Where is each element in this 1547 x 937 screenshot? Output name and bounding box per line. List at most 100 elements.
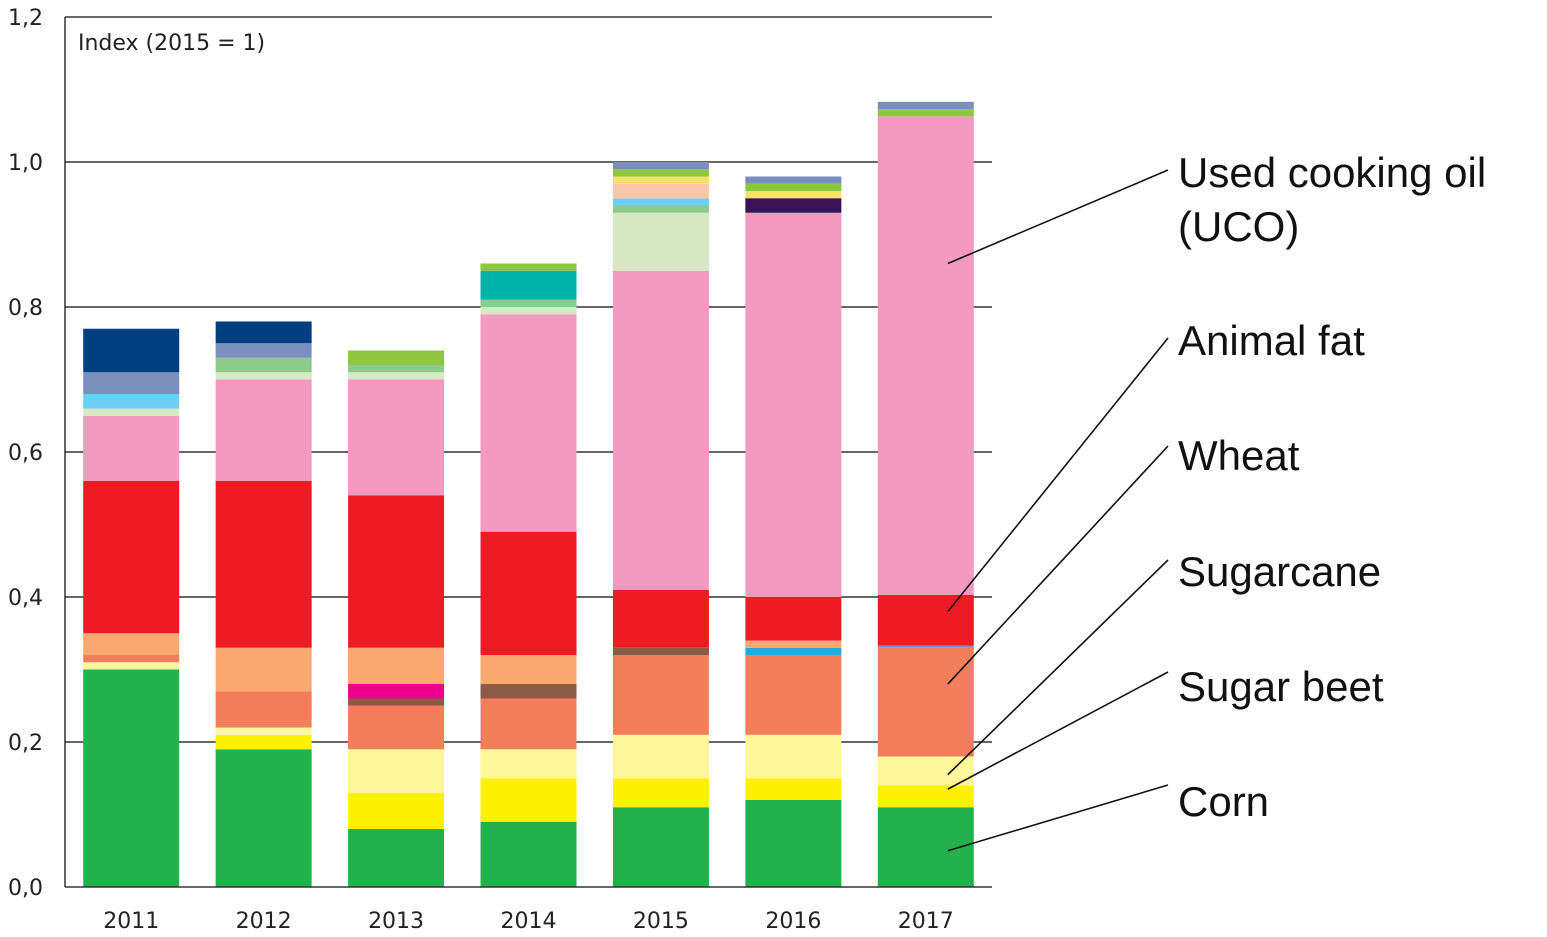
bar-segment-2015-3 [612,655,709,735]
bar-segment-2015-10 [612,270,709,590]
bar-segment-2017-18 [877,109,974,117]
bars [83,101,974,887]
bar-segment-2016-9 [745,597,842,641]
bar-segment-2015-9 [612,589,709,648]
bar-segment-2016-10 [745,212,842,597]
bar-segment-2015-11 [612,212,709,271]
bar-segment-2016-3 [745,655,842,735]
bar-segment-2012-9 [215,481,312,648]
bar-segment-2012-10 [215,379,312,481]
bar-segment-2011-19 [83,372,180,394]
bar-segment-2015-1 [612,778,709,808]
bar-segment-2013-2 [348,749,445,793]
bar-segment-2016-17 [745,191,842,199]
bar-segment-2015-2 [612,734,709,779]
bar-segment-2013-4 [348,698,445,706]
y-tick-label: 0,6 [8,441,43,466]
bar-segment-2015-4 [612,647,709,655]
bar-segment-2011-20 [83,328,180,373]
annotation-leader-line [947,169,1169,265]
bar-segment-2017-8 [877,645,974,648]
bar-segment-2013-12 [348,365,445,373]
bar-segment-2011-9 [83,481,180,634]
bar-segment-2013-1 [348,792,445,829]
bar-segment-2015-19 [612,162,709,170]
bar-segment-2013-11 [348,372,445,380]
bar-segment-2014-2 [480,749,577,779]
bar-segment-2014-11 [480,307,577,315]
bar-segment-2012-0 [215,749,312,887]
bar-segment-2013-18 [348,350,445,365]
bar-segment-2014-4 [480,684,577,699]
bar-segment-2013-7 [348,647,445,684]
bar-segment-2013-5 [348,684,445,699]
bar-segment-2011-11 [83,408,180,416]
bar-segment-2015-18 [612,169,709,177]
x-tick-label: 2013 [368,909,424,934]
bar-segment-2013-10 [348,379,445,496]
bar-segment-2014-10 [480,314,577,532]
index-label: Index (2015 = 1) [78,31,265,56]
bar-segment-2017-3 [877,647,974,757]
bar-segment-2015-17 [612,176,709,184]
bar-segment-2014-12 [480,299,577,307]
bar-segment-2017-10 [877,116,974,595]
bar-segment-2017-1 [877,785,974,808]
bar-segment-2015-14 [612,198,709,206]
y-tick-label: 1,0 [8,151,43,176]
bar-segment-2016-7 [745,640,842,648]
annotation-label: Used cooking oil [1178,149,1486,196]
annotation-leader-line [947,559,1169,776]
annotation-leader-line [947,671,1169,790]
bar-segment-2013-0 [348,829,445,887]
bar-segment-2017-2 [877,756,974,786]
annotation-label: Sugar beet [1178,663,1384,710]
x-tick-label: 2011 [103,909,159,934]
bar-segment-2011-7 [83,633,180,655]
x-tick-label: 2014 [501,909,557,934]
bar-segment-2011-3 [83,655,180,663]
annotation-label: Animal fat [1178,317,1365,364]
bar-segment-2014-7 [480,655,577,684]
bar-segment-2015-0 [612,807,709,887]
bar-segment-2014-0 [480,821,577,887]
y-tick-label: 0,2 [8,731,43,756]
bar-segment-2014-18 [480,263,577,271]
bar-segment-2012-11 [215,372,312,380]
bar-segment-2012-12 [215,357,312,373]
bar-segment-2014-3 [480,698,577,750]
annotation-label: (UCO) [1178,203,1299,250]
bar-segment-2011-0 [83,669,180,887]
bar-segment-2016-19 [745,176,842,184]
bar-segment-2011-2 [83,662,180,670]
bar-segment-2013-3 [348,705,445,750]
bar-segment-2014-9 [480,531,577,655]
annotations: Used cooking oil (UCO) Animal fat Wheat Suga… [947,149,1486,852]
annotation-label: Wheat [1178,432,1300,479]
bar-segment-2012-2 [215,727,312,735]
bar-segment-2012-3 [215,691,312,728]
bar-segment-2016-0 [745,800,842,887]
bar-segment-2012-20 [215,321,312,344]
bar-segment-2011-10 [83,415,180,481]
annotation-leader-line [947,784,1169,852]
bar-segment-2016-1 [745,778,842,800]
x-tick-label: 2015 [633,909,689,934]
bar-segment-2012-1 [215,734,312,750]
y-tick-label: 0,8 [8,296,43,321]
annotation-leader-line [947,445,1169,685]
x-tick-label: 2016 [765,909,821,934]
x-tick-label: 2012 [236,909,292,934]
y-tick-label: 0,0 [8,876,43,901]
bar-segment-2016-2 [745,734,842,779]
bar-segment-2012-7 [215,647,312,692]
bar-segment-2016-15 [745,198,842,213]
bar-segment-2015-12 [612,205,709,213]
bar-segment-2014-13 [480,270,577,300]
bar-segment-2015-16 [612,183,709,199]
bar-segment-2016-6 [745,647,842,655]
annotation-label: Corn [1178,778,1269,825]
bar-segment-2017-19 [877,101,974,110]
